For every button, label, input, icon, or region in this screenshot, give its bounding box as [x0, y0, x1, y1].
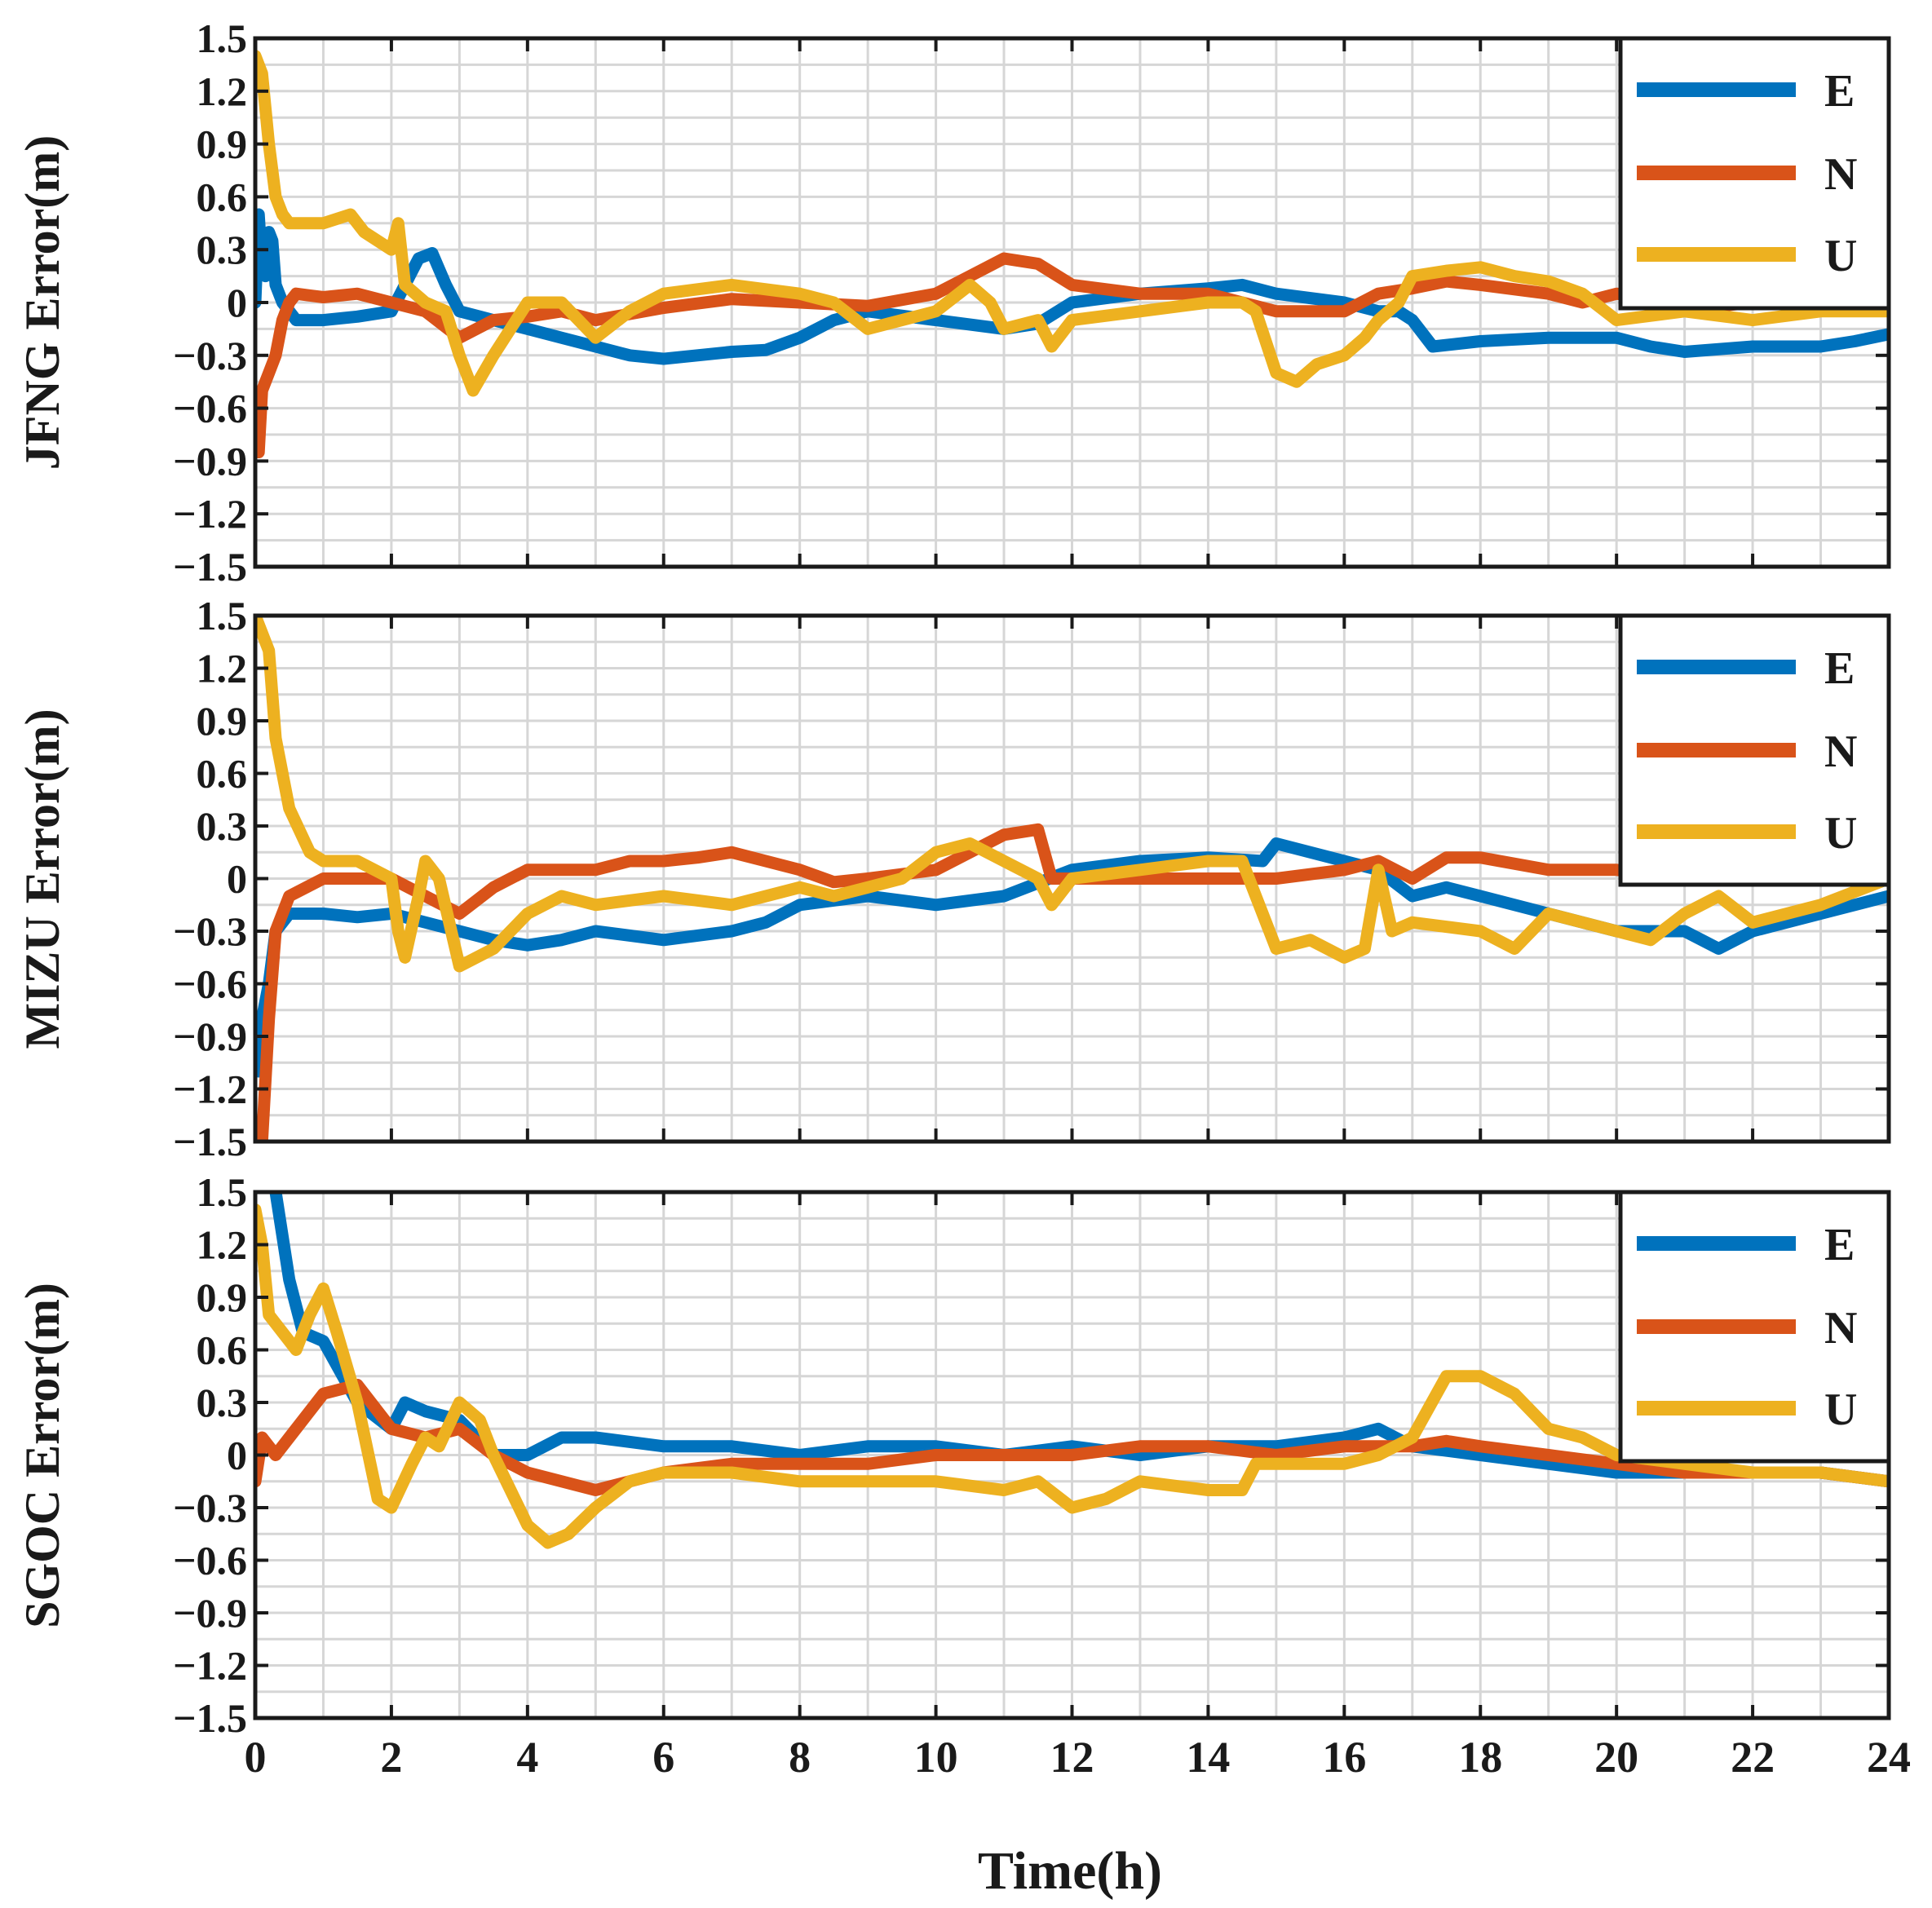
x-tick-label: 22: [1731, 1733, 1775, 1782]
y-tick-label: 0.3: [197, 227, 248, 272]
y-tick-label: −0.9: [173, 1590, 247, 1636]
series-group: [255, 50, 1889, 459]
y-tick-label: 1.2: [197, 1222, 248, 1268]
y-axis-label: JFNG Error(m): [15, 135, 69, 470]
series-e-line: [269, 1192, 1889, 1488]
legend-label-e: E: [1824, 643, 1855, 694]
y-tick-label: 0.6: [197, 174, 248, 219]
legend-label-n: N: [1824, 727, 1857, 777]
series-e-line: [255, 208, 1889, 365]
y-tick-label: 0.3: [197, 803, 248, 849]
mizu-error-panel: 1.5 1.2 0.9 0.6 0.3 0 −0.3 −0.6 −0.9 −1.2 −1.5 MIZU…: [15, 593, 1891, 1164]
y-tick-label: 0: [227, 856, 247, 902]
x-axis-label: Time(h): [978, 1841, 1162, 1901]
y-tick-label: 0.6: [197, 751, 248, 797]
legend: ENU: [1618, 1190, 1891, 1464]
y-tick-label: −0.3: [173, 333, 247, 378]
y-tick-label: −1.5: [173, 1695, 247, 1741]
series-u-line: [255, 616, 1889, 973]
y-tick-label: 1.5: [197, 1169, 248, 1215]
legend-label-u: U: [1824, 808, 1857, 859]
y-tick-label: 0.9: [197, 121, 248, 167]
legend-label-u: U: [1824, 1385, 1857, 1435]
y-tick-label: −1.2: [173, 1067, 247, 1112]
x-tick-label: 20: [1594, 1733, 1638, 1782]
series-n-line: [255, 1379, 1889, 1496]
x-tick-label: 10: [914, 1733, 958, 1782]
y-tick-label: 0.9: [197, 698, 248, 744]
x-tick-label: 2: [380, 1733, 402, 1782]
y-tick-label: −0.6: [173, 1538, 247, 1583]
legend-label-e: E: [1824, 66, 1855, 117]
sgoc-error-panel: 1.51.20.90.60.30−0.3−0.6−0.9−1.2−1.50 2 4 6…: [15, 1169, 1911, 1782]
y-tick-label: −0.9: [173, 438, 247, 484]
legend-label-e: E: [1824, 1220, 1855, 1270]
y-tick-label: 1.5: [197, 15, 248, 61]
y-tick-label: 1.5: [197, 593, 248, 638]
y-tick-label: 0.9: [197, 1274, 248, 1320]
y-tick-label: 1.2: [197, 646, 248, 691]
y-tick-label: −0.3: [173, 908, 247, 954]
x-tick-label: 4: [516, 1733, 538, 1782]
y-tick-label: −0.6: [173, 961, 247, 1007]
y-tick-label: −0.6: [173, 386, 247, 431]
y-tick-label: −0.3: [173, 1485, 247, 1530]
series-group: [255, 616, 1889, 1142]
y-tick-label: −1.5: [173, 1119, 247, 1164]
y-axis-label: SGOC Error(m): [15, 1283, 69, 1628]
legend-label-u: U: [1824, 231, 1857, 281]
y-tick-label: −0.9: [173, 1014, 247, 1059]
y-tick-label: −1.5: [173, 544, 247, 590]
series-n-line: [255, 252, 1889, 459]
x-tick-label: 6: [652, 1733, 674, 1782]
x-tick-label: 18: [1458, 1733, 1502, 1782]
x-tick-label: 8: [789, 1733, 811, 1782]
y-tick-label: 0: [227, 1433, 247, 1478]
x-tick-label: 12: [1050, 1733, 1094, 1782]
y-tick-label: −1.2: [173, 1643, 247, 1689]
x-tick-label: 0: [245, 1733, 267, 1782]
y-tick-label: 0: [227, 280, 247, 325]
y-axis-label: MIZU Error(m): [15, 709, 69, 1049]
series-u-line: [255, 50, 1889, 397]
series-e-line: [255, 837, 1889, 1078]
legend-label-n: N: [1824, 149, 1857, 200]
series-group: [255, 1192, 1889, 1549]
x-tick-label: 24: [1867, 1733, 1911, 1782]
series-u-line: [255, 1204, 1889, 1549]
y-tick-label: 0.6: [197, 1327, 248, 1373]
y-tick-label: −1.2: [173, 491, 247, 537]
legend: ENU: [1618, 613, 1891, 887]
jfng-error-panel: 1.5 1.2 0.9 0.6 0.3 0 −0.3 −0.6 −0.9 −1.2 −1.5 JFNG…: [15, 15, 1891, 590]
y-tick-label: 1.2: [197, 68, 248, 114]
y-tick-label: 0.3: [197, 1380, 248, 1425]
x-tick-label: 16: [1322, 1733, 1366, 1782]
x-tick-label: 14: [1186, 1733, 1230, 1782]
legend: ENU: [1618, 36, 1891, 311]
legend-label-n: N: [1824, 1303, 1857, 1354]
